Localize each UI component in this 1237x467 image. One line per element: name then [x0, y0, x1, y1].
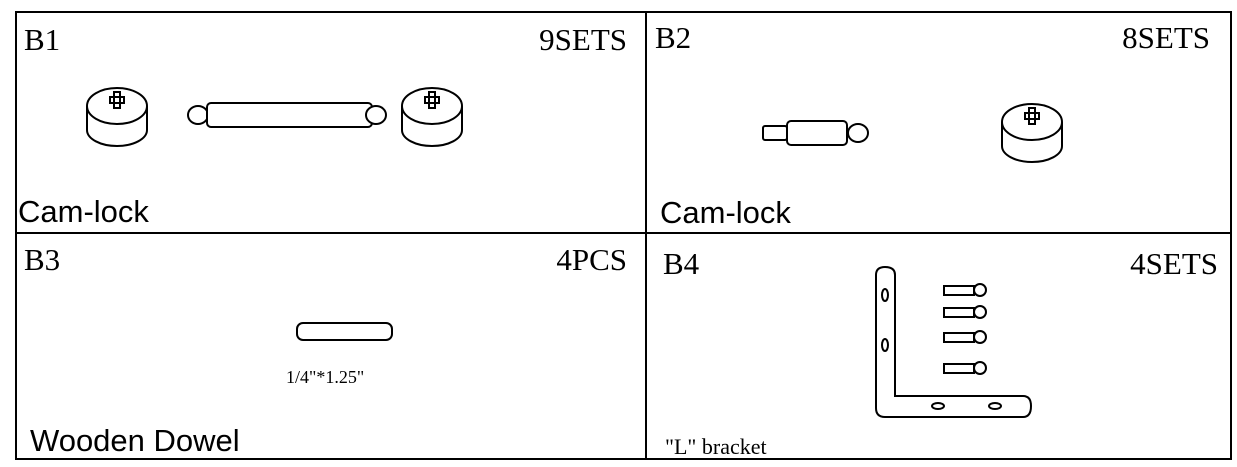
- part-id: B2: [655, 20, 692, 55]
- part-label: Cam-lock: [660, 195, 791, 230]
- cam-lock: [86, 87, 148, 147]
- dowel-size: 1/4"*1.25": [286, 367, 365, 387]
- quantity: 4SETS: [1130, 246, 1218, 281]
- part-id: B4: [663, 246, 700, 281]
- quantity: 4PCS: [556, 242, 627, 277]
- part-id: B1: [24, 22, 61, 57]
- part-label: Wooden Dowel: [30, 423, 240, 458]
- quantity: 8SETS: [1122, 20, 1210, 55]
- quantity: 9SETS: [539, 22, 627, 57]
- cam-lock: [1001, 103, 1063, 163]
- cam-bolt: [762, 120, 869, 146]
- table-border: [15, 11, 1232, 460]
- part-label: "L" bracket: [665, 434, 767, 459]
- part-id: B3: [24, 242, 61, 277]
- wooden-dowel: [296, 322, 393, 341]
- cam-lock: [401, 87, 463, 147]
- l-bracket: [875, 265, 1033, 418]
- part-label: Cam-lock: [18, 194, 149, 229]
- cam-bolt: [187, 102, 387, 128]
